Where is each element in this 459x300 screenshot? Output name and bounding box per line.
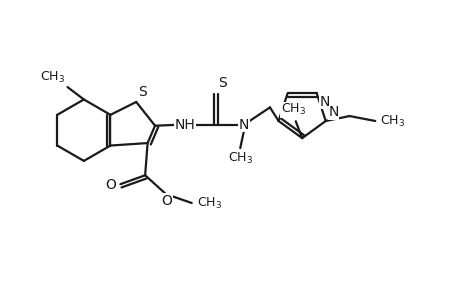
Text: O: O xyxy=(161,194,172,208)
Text: N: N xyxy=(319,95,329,109)
Text: CH$_3$: CH$_3$ xyxy=(227,151,252,166)
Text: S: S xyxy=(138,85,146,99)
Text: N: N xyxy=(327,105,338,119)
Text: N: N xyxy=(239,118,249,132)
Text: NH: NH xyxy=(174,118,195,132)
Text: CH$_3$: CH$_3$ xyxy=(280,102,305,117)
Text: CH$_3$: CH$_3$ xyxy=(196,196,221,211)
Text: CH$_3$: CH$_3$ xyxy=(40,70,65,85)
Text: S: S xyxy=(218,76,227,90)
Text: O: O xyxy=(105,178,116,192)
Text: CH$_3$: CH$_3$ xyxy=(380,113,404,128)
